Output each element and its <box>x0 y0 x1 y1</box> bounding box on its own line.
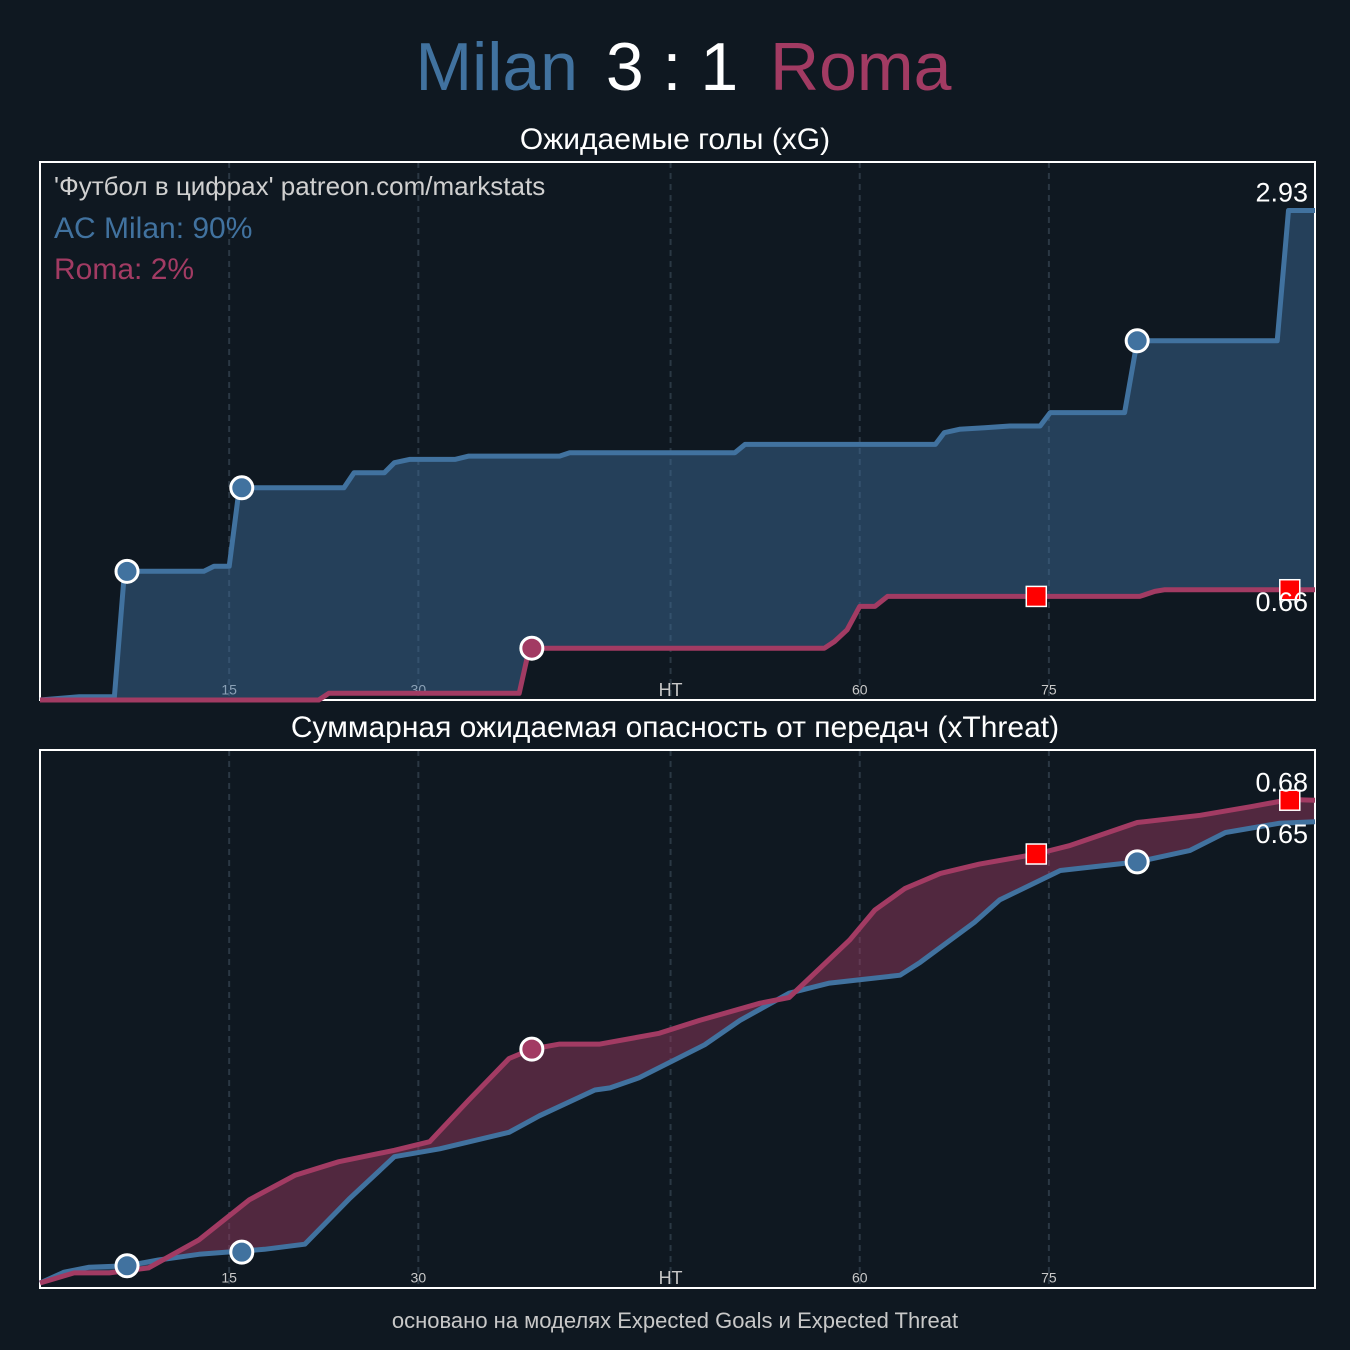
plot-frame <box>39 161 1316 701</box>
x-tick-label: 60 <box>852 682 868 698</box>
end-value-label: 0.66 <box>1255 587 1308 617</box>
goal-marker <box>519 1036 545 1062</box>
goal-marker <box>114 1253 140 1279</box>
red-card-marker <box>1025 585 1048 608</box>
plot-frame <box>39 749 1316 1289</box>
x-tick-label: 30 <box>411 1270 427 1286</box>
goal-marker <box>229 475 255 501</box>
x-tick-label: 15 <box>221 682 237 698</box>
line <box>39 797 1316 1286</box>
x-tick-label: 75 <box>1041 1270 1057 1286</box>
footer: основано на моделях Expected Goals и Exp… <box>392 1308 958 1333</box>
win-probability: AC Milan: 90% <box>54 212 252 245</box>
end-value-label: 0.65 <box>1255 819 1308 849</box>
x-tick-label: 75 <box>1041 682 1057 698</box>
line <box>40 587 1315 703</box>
red-card-marker <box>1279 578 1301 601</box>
away-team: Roma <box>770 29 952 105</box>
chart-title: Суммарная ожидаемая опасность от передач… <box>291 711 1059 744</box>
home-team: Milan <box>416 29 579 105</box>
goal-marker <box>114 558 140 584</box>
goal-marker <box>229 1239 255 1265</box>
x-tick-label: 15 <box>221 1270 237 1286</box>
chart-title: Ожидаемые голы (xG) <box>520 123 830 156</box>
goal-marker <box>519 635 545 661</box>
annotation: 'Футбол в цифрах' patreon.com/markstats <box>54 171 545 201</box>
x-tick-label: HT <box>659 1268 683 1288</box>
red-card-marker <box>1025 843 1048 865</box>
end-value-label: 0.68 <box>1255 767 1308 797</box>
x-tick-label: HT <box>659 680 683 700</box>
score: 3 : 1 <box>606 29 738 105</box>
goal-marker <box>1124 849 1150 875</box>
line <box>39 208 1315 703</box>
line <box>38 819 1316 1286</box>
end-value-label: 2.93 <box>1255 178 1308 208</box>
goal-marker <box>1124 328 1150 354</box>
x-tick-label: 60 <box>852 1270 868 1286</box>
fill-area <box>40 210 1315 700</box>
win-probability: Roma: 2% <box>54 253 194 286</box>
red-card-marker <box>1279 789 1301 811</box>
